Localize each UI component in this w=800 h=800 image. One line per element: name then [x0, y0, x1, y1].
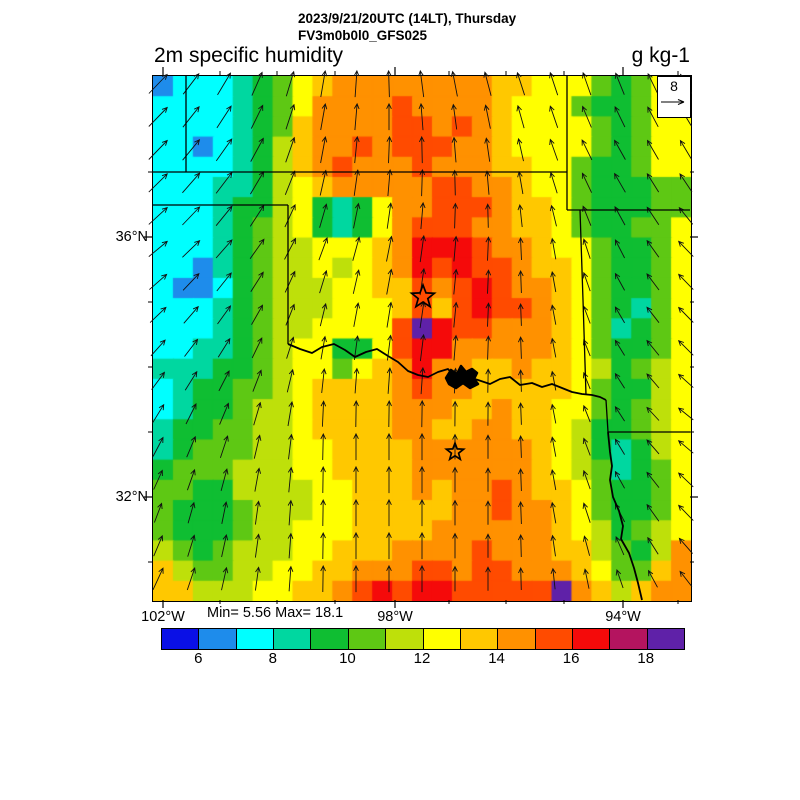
reference-vector-label: 8 [670, 78, 678, 94]
humidity-canvas [153, 76, 691, 601]
minmax-label: Min= 5.56 Max= 18.1 [207, 605, 344, 621]
plot-title-block: 2023/9/21/20UTC (14LT), Thursday FV3m0b0… [298, 10, 516, 44]
colorbar-segment [386, 629, 424, 649]
field-title: 2m specific humidity [154, 44, 344, 67]
colorbar-segment [610, 629, 648, 649]
colorbar-segment [423, 629, 461, 649]
colorbar-tick-label: 8 [268, 650, 278, 667]
colorbar-segment [647, 629, 685, 649]
units-label: g kg-1 [631, 44, 690, 67]
colorbar-segment [162, 629, 200, 649]
colorbar-tick-label: 10 [339, 650, 356, 667]
longitude-label: 98°W [377, 609, 413, 625]
colorbar-tick-label: 18 [637, 650, 655, 667]
colorbar-segment [199, 629, 237, 649]
colorbar-segment [572, 629, 611, 649]
colorbar-segment [535, 629, 573, 649]
latitude-label: 32°N [115, 489, 148, 505]
colorbar-labels: 6 8 10 12 14 16 18 [161, 650, 683, 668]
colorbar-segment [460, 629, 499, 649]
colorbar-segment [498, 629, 536, 649]
reference-arrow-icon [661, 99, 685, 105]
colorbar-tick-label: 12 [413, 650, 431, 667]
latitude-label: 36°N [115, 229, 148, 245]
longitude-label: 102°W [141, 609, 185, 625]
model-name-title: FV3m0b0l0_GFS025 [298, 28, 428, 43]
colorbar-segment [236, 629, 275, 649]
colorbar [161, 628, 685, 650]
valid-time-title: 2023/9/21/20UTC (14LT), Thursday [298, 11, 517, 26]
colorbar-tick-label: 6 [194, 650, 203, 667]
colorbar-segment [274, 629, 312, 649]
colorbar-tick-label: 16 [562, 650, 580, 667]
colorbar-tick-label: 14 [488, 650, 505, 667]
colorbar-segment [348, 629, 387, 649]
longitude-label: 94°W [605, 609, 641, 625]
map-panel [152, 75, 692, 602]
reference-vector-box: 8 [657, 76, 691, 118]
colorbar-segment [311, 629, 349, 649]
